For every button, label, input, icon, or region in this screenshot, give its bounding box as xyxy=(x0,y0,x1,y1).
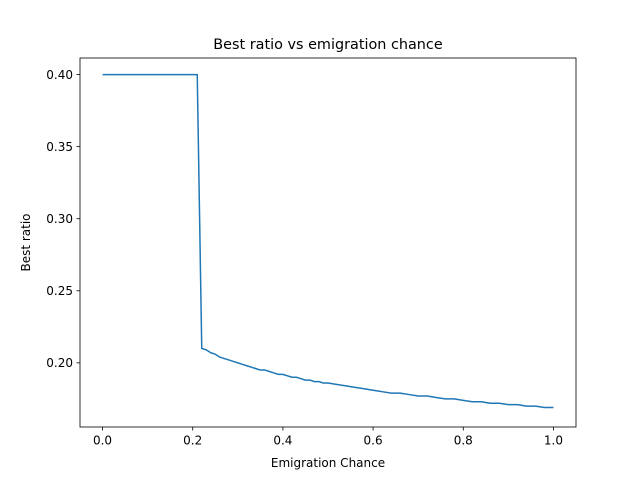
y-tick-label: 0.30 xyxy=(46,212,73,226)
plot-area xyxy=(79,57,577,428)
x-tick-label: 0.8 xyxy=(454,434,473,448)
y-tick-label: 0.40 xyxy=(46,68,73,82)
x-tick-label: 0.2 xyxy=(183,434,202,448)
x-axis-label: Emigration Chance xyxy=(271,456,385,470)
y-tick-label: 0.20 xyxy=(46,356,73,370)
x-tick-label: 0.0 xyxy=(93,434,112,448)
x-tick-label: 0.4 xyxy=(273,434,292,448)
x-tick-label: 1.0 xyxy=(544,434,563,448)
x-axis: 0.0 0.2 0.4 0.6 0.8 1.0 xyxy=(93,427,563,448)
y-axis: 0.20 0.25 0.30 0.35 0.40 xyxy=(46,68,80,370)
x-tick-label: 0.6 xyxy=(364,434,383,448)
y-tick-label: 0.35 xyxy=(46,140,73,154)
chart-title: Best ratio vs emigration chance xyxy=(213,37,443,53)
axes-frame xyxy=(79,57,577,428)
y-axis-label: Best ratio xyxy=(19,213,33,271)
series-line xyxy=(102,73,554,409)
y-tick-label: 0.25 xyxy=(46,284,73,298)
